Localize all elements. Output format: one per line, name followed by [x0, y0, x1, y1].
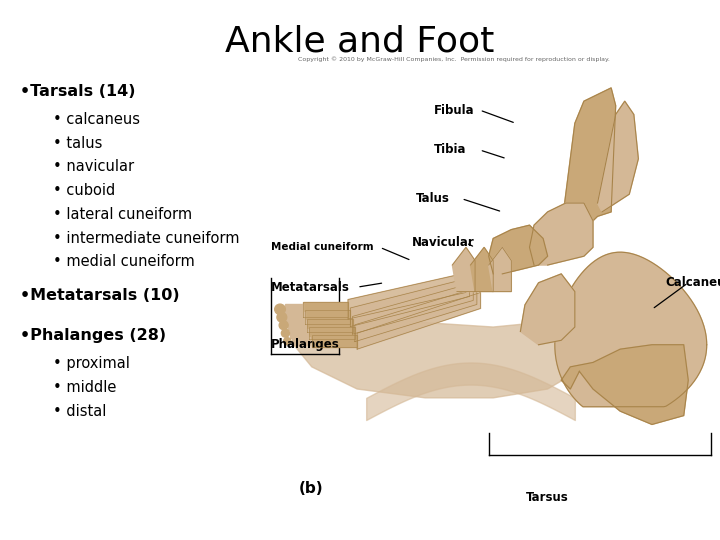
Polygon shape	[471, 247, 493, 292]
Text: •Metatarsals (10): •Metatarsals (10)	[20, 288, 180, 303]
Circle shape	[275, 304, 285, 314]
Text: • intermediate cuneiform: • intermediate cuneiform	[53, 231, 239, 246]
Text: • distal: • distal	[53, 404, 106, 419]
Polygon shape	[529, 203, 593, 265]
Text: Tibia: Tibia	[434, 144, 467, 157]
Polygon shape	[294, 265, 620, 398]
Circle shape	[284, 338, 291, 345]
Polygon shape	[555, 252, 707, 407]
Polygon shape	[521, 274, 575, 345]
Polygon shape	[562, 345, 688, 424]
Text: Phalanges: Phalanges	[271, 338, 340, 351]
Text: Ankle and Foot: Ankle and Foot	[225, 24, 495, 58]
Polygon shape	[287, 312, 305, 322]
Text: • navicular: • navicular	[53, 159, 134, 174]
Polygon shape	[284, 303, 302, 315]
Polygon shape	[353, 283, 473, 334]
Text: Navicular: Navicular	[412, 237, 474, 249]
Text: •Phalanges (28): •Phalanges (28)	[20, 328, 166, 343]
Polygon shape	[351, 278, 469, 327]
Polygon shape	[302, 302, 348, 317]
Text: • medial cuneiform: • medial cuneiform	[53, 254, 194, 269]
Polygon shape	[348, 273, 466, 319]
Text: • middle: • middle	[53, 380, 116, 395]
Polygon shape	[288, 320, 306, 330]
Text: Talus: Talus	[416, 192, 450, 205]
Polygon shape	[452, 247, 475, 292]
Text: • proximal: • proximal	[53, 356, 130, 372]
Text: Tarsus: Tarsus	[526, 491, 569, 504]
Text: Calcaneus: Calcaneus	[665, 276, 720, 289]
Text: • talus: • talus	[53, 136, 102, 151]
Text: Metatarsals: Metatarsals	[271, 281, 350, 294]
Polygon shape	[312, 335, 357, 347]
Text: Medial cuneiform: Medial cuneiform	[271, 242, 374, 252]
Polygon shape	[562, 88, 616, 239]
Polygon shape	[305, 310, 351, 325]
Text: •Tarsals (14): •Tarsals (14)	[20, 84, 135, 99]
Text: • cuboid: • cuboid	[53, 183, 114, 198]
Text: • lateral cuneiform: • lateral cuneiform	[53, 207, 192, 222]
Polygon shape	[355, 288, 477, 342]
Polygon shape	[310, 327, 355, 340]
Circle shape	[279, 321, 288, 329]
Polygon shape	[307, 319, 353, 332]
Circle shape	[277, 313, 287, 322]
Polygon shape	[598, 101, 639, 212]
Polygon shape	[489, 225, 548, 274]
Text: Copyright © 2010 by McGraw-Hill Companies, Inc.  Permission required for reprodu: Copyright © 2010 by McGraw-Hill Companie…	[297, 57, 610, 62]
Text: (b): (b)	[299, 481, 323, 496]
Polygon shape	[357, 293, 480, 349]
Circle shape	[282, 329, 289, 337]
Text: Fibula: Fibula	[434, 104, 475, 117]
Polygon shape	[290, 329, 308, 338]
Polygon shape	[489, 247, 511, 292]
Polygon shape	[292, 337, 310, 345]
Text: • calcaneus: • calcaneus	[53, 112, 140, 127]
